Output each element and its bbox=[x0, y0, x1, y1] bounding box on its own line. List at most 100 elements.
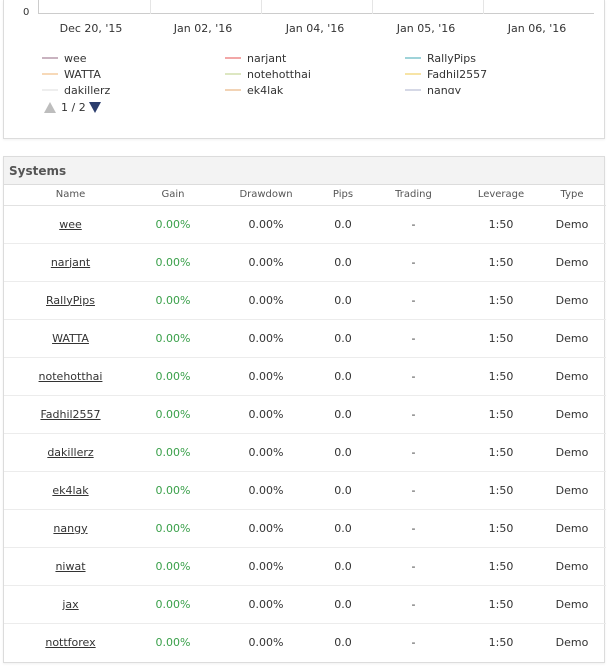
type-cell: Demo bbox=[538, 433, 606, 472]
system-name-link[interactable]: WATTA bbox=[52, 331, 89, 345]
pips-cell: 0.0 bbox=[323, 433, 363, 472]
systems-table: Name Gain Drawdown Pips Trading Leverage… bbox=[4, 185, 606, 661]
legend-swatch bbox=[405, 73, 421, 75]
legend-item[interactable]: nangy bbox=[405, 84, 461, 94]
pips-cell: 0.0 bbox=[323, 471, 363, 510]
legend-item[interactable]: WATTA bbox=[42, 68, 101, 84]
system-name-cell: WATTA bbox=[4, 319, 137, 358]
system-name-cell: wee bbox=[4, 205, 137, 244]
grid-line bbox=[150, 0, 151, 14]
column-header-gain[interactable]: Gain bbox=[137, 185, 209, 206]
table-row: ek4lak 0.00% 0.00% 0.0-1:50 Demo bbox=[4, 471, 606, 510]
system-name-link[interactable]: dakillerz bbox=[47, 445, 94, 459]
leverage-cell: 1:50 bbox=[464, 319, 538, 358]
y-axis-tick-zero: 0 bbox=[23, 7, 30, 18]
drawdown-cell: 0.00% bbox=[209, 205, 323, 244]
leverage-cell: 1:50 bbox=[464, 281, 538, 320]
systems-title: Systems bbox=[4, 157, 604, 185]
system-name-link[interactable]: wee bbox=[59, 217, 82, 231]
growth-chart-panel: 0 Dec 20, '15 Jan 02, '16 Jan 04, '16 Ja… bbox=[3, 0, 605, 139]
trading-cell: - bbox=[363, 319, 464, 358]
column-header-name[interactable]: Name bbox=[4, 185, 137, 206]
system-name-cell: nottforex bbox=[4, 623, 137, 661]
system-name-link[interactable]: narjant bbox=[50, 255, 91, 269]
type-cell: Demo bbox=[538, 585, 606, 624]
system-name-cell: RallyPips bbox=[4, 281, 137, 320]
trading-cell: - bbox=[363, 395, 464, 434]
grid-line bbox=[372, 0, 373, 14]
system-name-cell: jax bbox=[4, 585, 137, 624]
drawdown-cell: 0.00% bbox=[209, 357, 323, 396]
system-name-cell: ek4lak bbox=[4, 471, 137, 510]
gain-cell: 0.00% bbox=[137, 433, 209, 472]
leverage-cell: 1:50 bbox=[464, 585, 538, 624]
legend-label: nangy bbox=[427, 84, 462, 94]
gain-cell: 0.00% bbox=[137, 509, 209, 548]
system-name-link[interactable]: nottforex bbox=[45, 635, 96, 649]
legend-item[interactable]: wee bbox=[42, 52, 87, 68]
column-header-drawdown[interactable]: Drawdown bbox=[209, 185, 323, 206]
table-row: niwat 0.00% 0.00% 0.0-1:50 Demo bbox=[4, 547, 606, 586]
system-name-cell: narjant bbox=[4, 243, 137, 282]
trading-cell: - bbox=[363, 243, 464, 282]
type-cell: Demo bbox=[538, 471, 606, 510]
system-name-cell: dakillerz bbox=[4, 433, 137, 472]
x-axis-tick: Jan 04, '16 bbox=[285, 22, 345, 35]
system-name-link[interactable]: jax bbox=[62, 597, 79, 611]
x-axis-tick: Jan 05, '16 bbox=[396, 22, 456, 35]
legend-swatch bbox=[42, 57, 58, 59]
pips-cell: 0.0 bbox=[323, 319, 363, 358]
column-header-pips[interactable]: Pips bbox=[323, 185, 363, 206]
plot-area bbox=[38, 0, 594, 14]
column-header-trading[interactable]: Trading bbox=[363, 185, 464, 206]
table-row: jax 0.00% 0.00% 0.0-1:50 Demo bbox=[4, 585, 606, 624]
triangle-down-icon[interactable] bbox=[88, 102, 101, 113]
gain-cell: 0.00% bbox=[137, 243, 209, 282]
drawdown-cell: 0.00% bbox=[209, 547, 323, 586]
pips-cell: 0.0 bbox=[323, 205, 363, 244]
table-row: nangy 0.00% 0.00% 0.0-1:50 Demo bbox=[4, 509, 606, 548]
leverage-cell: 1:50 bbox=[488, 635, 514, 649]
system-name-cell: niwat bbox=[4, 547, 137, 586]
legend-label: ek4lak bbox=[247, 84, 284, 94]
legend-item[interactable]: Fadhil2557 bbox=[405, 68, 487, 84]
table-row: wee 0.00% 0.00% 0.0-1:50 Demo bbox=[4, 205, 606, 244]
gain-cell: 0.00% bbox=[155, 635, 191, 649]
legend-item[interactable]: notehotthai bbox=[225, 68, 311, 84]
table-header-row: Name Gain Drawdown Pips Trading Leverage… bbox=[4, 185, 606, 206]
systems-panel: Systems Name Gain Drawdown Pips Trading … bbox=[3, 156, 606, 663]
legend-swatch bbox=[225, 89, 241, 91]
gain-cell: 0.00% bbox=[137, 471, 209, 510]
drawdown-cell: 0.00% bbox=[209, 585, 323, 624]
drawdown-cell: 0.00% bbox=[248, 635, 284, 649]
pips-cell: 0.0 bbox=[323, 281, 363, 320]
legend-swatch bbox=[225, 73, 241, 75]
table-row: narjant 0.00% 0.00% 0.0-1:50 Demo bbox=[4, 243, 606, 282]
legend-label: wee bbox=[64, 52, 87, 65]
trading-cell: - bbox=[363, 547, 464, 586]
system-name-link[interactable]: niwat bbox=[55, 559, 86, 573]
legend-item[interactable]: ek4lak bbox=[225, 84, 283, 94]
legend-item[interactable]: RallyPips bbox=[405, 52, 476, 68]
system-name-link[interactable]: nangy bbox=[53, 521, 88, 535]
legend-item[interactable]: dakillerz bbox=[42, 84, 110, 94]
table-row: RallyPips 0.00% 0.00% 0.0-1:50 Demo bbox=[4, 281, 606, 320]
type-cell: Demo bbox=[555, 635, 589, 649]
legend-item[interactable]: narjant bbox=[225, 52, 286, 68]
leverage-cell: 1:50 bbox=[464, 471, 538, 510]
trading-cell: - bbox=[363, 585, 464, 624]
gain-cell: 0.00% bbox=[137, 547, 209, 586]
system-name-link[interactable]: ek4lak bbox=[52, 483, 89, 497]
triangle-up-icon[interactable] bbox=[44, 102, 56, 113]
column-header-type[interactable]: Type bbox=[538, 185, 606, 206]
drawdown-cell: 0.00% bbox=[209, 281, 323, 320]
drawdown-cell: 0.00% bbox=[209, 243, 323, 282]
system-name-link[interactable]: RallyPips bbox=[46, 293, 95, 307]
pips-cell: 0.0 bbox=[334, 635, 352, 649]
legend-swatch bbox=[405, 57, 421, 59]
pips-cell: 0.0 bbox=[323, 243, 363, 282]
system-name-link[interactable]: notehotthai bbox=[38, 369, 103, 383]
pips-cell: 0.0 bbox=[323, 547, 363, 586]
column-header-leverage[interactable]: Leverage bbox=[464, 185, 538, 206]
system-name-link[interactable]: Fadhil2557 bbox=[40, 407, 101, 421]
